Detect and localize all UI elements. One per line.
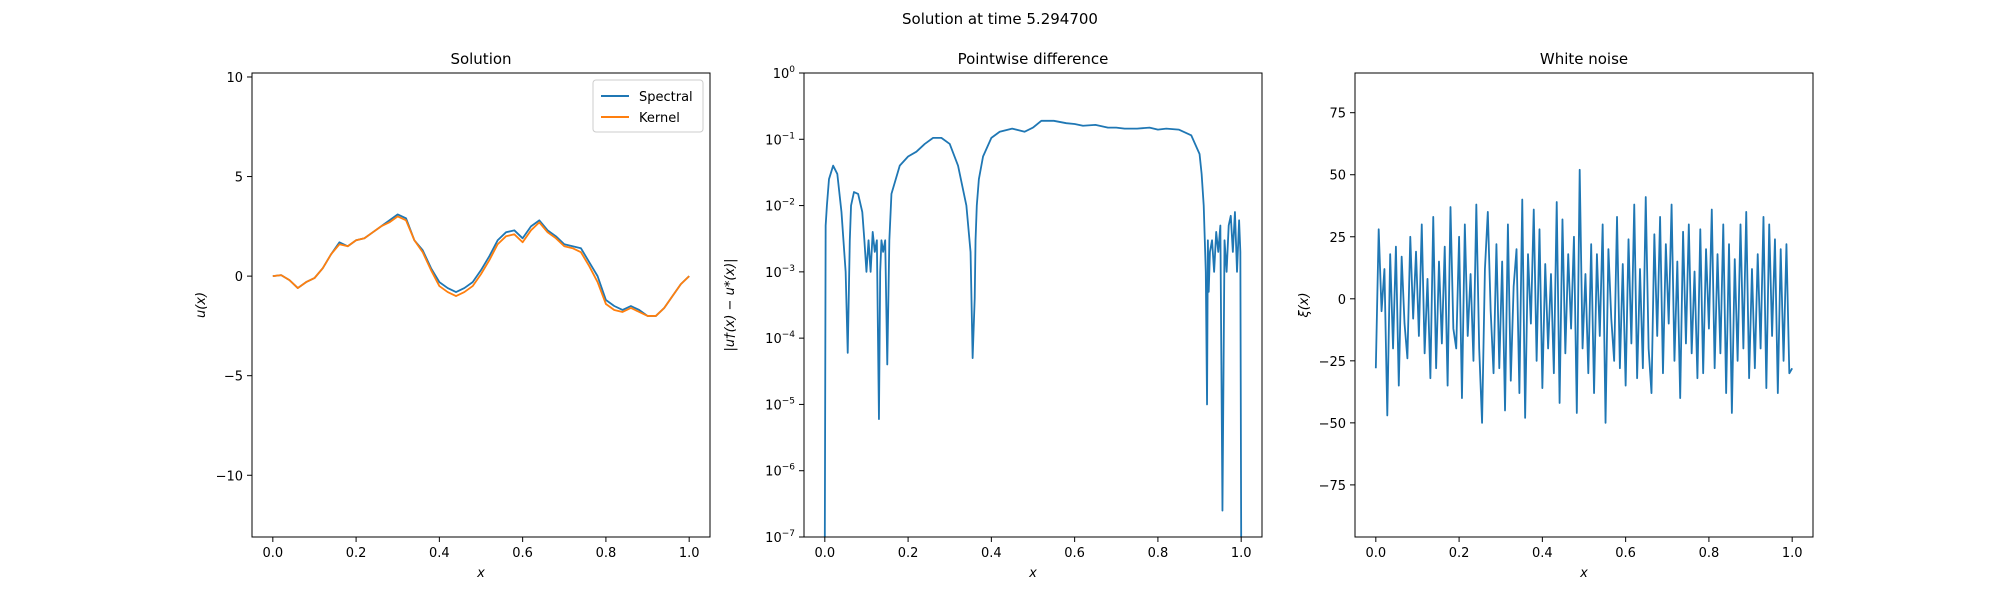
x-tick-label: 0.2 [898,546,919,561]
x-tick-label: 0.2 [1449,546,1470,561]
axes-title: Solution [450,50,511,68]
y-axis-label: ξ(x) [1297,292,1312,318]
legend-label-kernel: Kernel [639,111,680,126]
x-tick-label: 0.4 [1532,546,1553,561]
y-tick-label: 10−7 [765,529,795,546]
y-tick-label: 10 [226,71,243,86]
x-tick-label: 0.8 [1699,546,1720,561]
y-tick-base: 10 [765,531,782,546]
x-tick-label: 0.0 [262,546,283,561]
y-tick-label: 0 [1338,293,1346,308]
series-line-data [823,119,1243,537]
x-tick-label: 0.0 [814,546,835,561]
y-tick-label: 5 [235,171,243,186]
y-tick-label: −50 [1319,417,1346,432]
x-tick-label: 1.0 [1231,546,1252,561]
y-tick-label: −10 [216,469,243,484]
figure-suptitle: Solution at time 5.294700 [902,10,1098,28]
y-tick-base: 10 [765,266,782,281]
x-tick-label: 0.2 [346,546,367,561]
x-tick-label: 0.4 [981,546,1002,561]
x-axis-label: x [1028,566,1037,581]
y-tick-label: 10−6 [765,463,795,480]
axes-frame [803,72,1263,538]
axes-frame [251,72,711,538]
x-axis-label: x [1579,566,1588,581]
y-tick-base: 10 [765,398,782,413]
legend: Spectral Kernel [592,79,704,133]
x-tick-label: 0.6 [1615,546,1636,561]
legend-label-spectral: Spectral [639,90,693,105]
subplot-3: White noise 0.0 0.2 0.4 0.6 0.8 1.0 x 75 50 25 0 −25… [1297,50,1814,581]
x-tick-label: 0.8 [596,546,617,561]
y-tick-exponent: −7 [782,529,795,539]
y-tick-label: 10−3 [765,264,795,281]
subplot-1: Solution 0.0 0.2 0.4 0.6 0.8 1.0 x 10 5 0 −5 −10 u(x)… [194,50,711,581]
x-tick-label: 0.4 [429,546,450,561]
axes-frame [1354,72,1814,538]
y-tick-label: −25 [1319,355,1346,370]
series-line-kernel [272,215,690,317]
y-tick-exponent: 0 [789,65,795,75]
y-tick-exponent: −6 [782,463,796,473]
x-axis-label: x [476,566,485,581]
y-tick-exponent: −4 [782,330,796,340]
y-tick-exponent: −3 [782,264,795,274]
x-tick-label: 0.6 [512,546,533,561]
y-tick-label: 10−1 [765,131,795,148]
x-tick-label: 1.0 [679,546,700,561]
y-tick-exponent: −1 [782,131,795,141]
y-tick-base: 10 [773,67,790,82]
y-tick-label: −75 [1319,479,1346,494]
y-tick-label: 100 [773,65,796,82]
y-tick-exponent: −5 [782,396,795,406]
y-axis-label: |u†(x) − u*(x)| [723,258,738,351]
axes-title: White noise [1540,50,1628,68]
y-tick-label: 0 [235,270,243,285]
y-tick-label: 75 [1329,107,1346,122]
x-tick-label: 0.6 [1064,546,1085,561]
y-tick-label: −5 [224,370,243,385]
legend-box [592,79,704,133]
y-tick-exponent: −2 [782,198,795,208]
y-tick-base: 10 [765,465,782,480]
y-tick-base: 10 [765,133,782,148]
y-tick-label: 10−2 [765,198,795,215]
axes-title: Pointwise difference [958,50,1109,68]
x-tick-label: 0.8 [1148,546,1169,561]
y-tick-label: 10−4 [765,330,795,347]
y-tick-base: 10 [765,200,782,215]
series-line-spectral [272,213,690,317]
y-tick-label: 10−5 [765,396,795,413]
y-tick-label: 50 [1329,169,1346,184]
y-axis-label: u(x) [194,292,209,318]
x-tick-label: 0.0 [1365,546,1386,561]
y-tick-label: 25 [1329,231,1346,246]
y-tick-base: 10 [765,332,782,347]
x-tick-label: 1.0 [1782,546,1803,561]
series-line-data [1374,168,1793,424]
subplot-2: Pointwise difference 0.0 0.2 0.4 0.6 0.8 1.0 x 1… [723,50,1263,581]
